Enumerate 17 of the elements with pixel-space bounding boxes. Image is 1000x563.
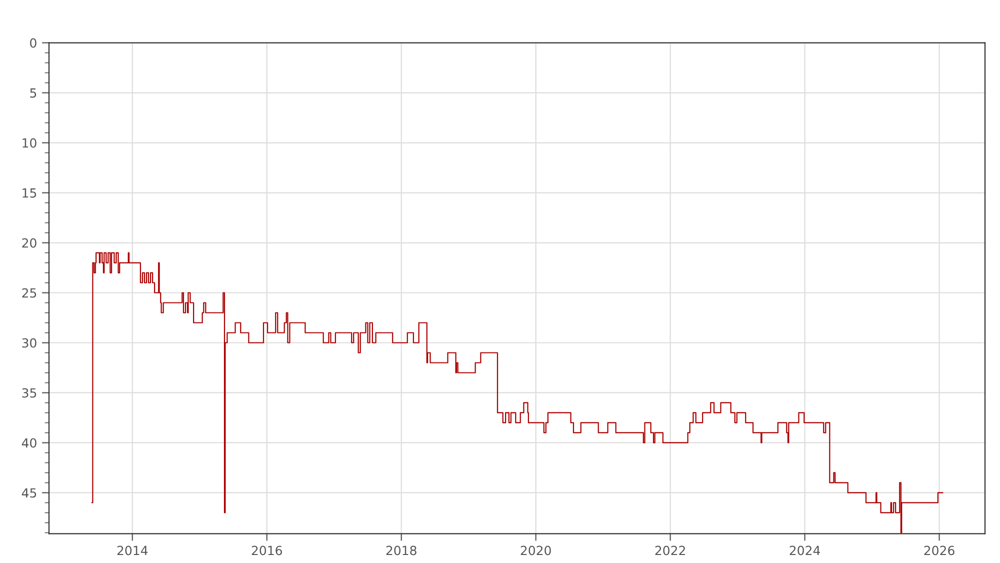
x-tick-label: 2022 [655, 546, 685, 556]
x-tick-label: 2014 [117, 546, 148, 556]
y-tick-label: 35 [22, 388, 36, 398]
y-tick-label: 10 [22, 138, 36, 148]
x-tick-label: 2020 [520, 546, 551, 556]
x-tick-label: 2018 [386, 546, 416, 556]
x-tick-label: 2024 [790, 546, 820, 556]
y-tick-label: 0 [30, 38, 36, 48]
y-tick-label: 45 [22, 488, 36, 498]
x-tick-label: 2016 [252, 546, 282, 556]
y-tick-label: 5 [30, 88, 36, 98]
y-tick-label: 40 [22, 438, 36, 448]
y-tick-label: 25 [22, 288, 36, 298]
y-tick-label: 30 [22, 338, 36, 348]
x-tick-label: 2026 [924, 546, 954, 556]
y-tick-label: 15 [22, 188, 36, 198]
y-tick-label: 20 [22, 238, 36, 248]
